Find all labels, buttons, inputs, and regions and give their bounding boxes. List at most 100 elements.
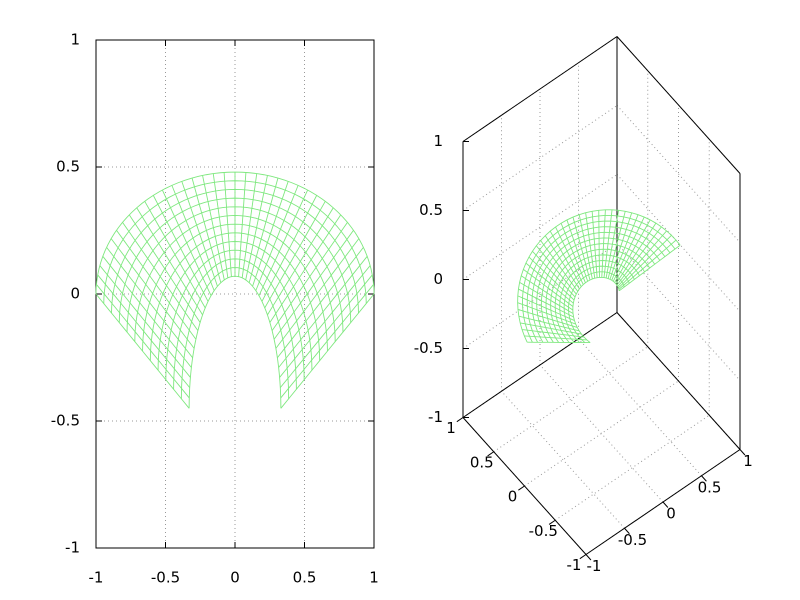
mesh-line bbox=[523, 269, 574, 307]
mesh-line bbox=[517, 295, 575, 321]
grid-line bbox=[616, 243, 741, 381]
mesh-line bbox=[591, 211, 598, 278]
mesh-line bbox=[96, 284, 190, 399]
y-tick-label: 1 bbox=[446, 419, 456, 437]
tick-mark bbox=[518, 485, 525, 491]
mesh-line bbox=[524, 335, 587, 341]
tick-mark bbox=[548, 519, 556, 525]
mesh-line bbox=[122, 222, 199, 331]
mesh-line bbox=[95, 293, 190, 409]
grid-line bbox=[501, 390, 625, 529]
mesh-line bbox=[161, 189, 212, 296]
mesh-line bbox=[572, 276, 620, 343]
mesh-line bbox=[618, 239, 677, 290]
mesh-line bbox=[238, 172, 247, 277]
mesh-line bbox=[144, 201, 206, 309]
mesh-line bbox=[560, 223, 586, 283]
mesh-line bbox=[97, 274, 191, 388]
mesh-line bbox=[269, 214, 342, 323]
mesh-line bbox=[241, 173, 258, 278]
mesh-line bbox=[517, 309, 578, 328]
mesh-line bbox=[267, 207, 334, 316]
x-tick-label: 1 bbox=[369, 569, 379, 587]
y-tick-label: -1 bbox=[567, 556, 582, 574]
grid-line bbox=[539, 364, 664, 503]
mesh-line bbox=[116, 230, 197, 340]
mesh-line bbox=[615, 222, 657, 285]
grid-line bbox=[462, 105, 618, 211]
x-tick-label: -0.5 bbox=[618, 531, 647, 549]
mesh-line bbox=[585, 212, 596, 279]
x-tick-label: -0.5 bbox=[151, 569, 180, 587]
y-tick-label: 0.5 bbox=[470, 453, 494, 471]
box-edge bbox=[616, 312, 741, 450]
mesh-line bbox=[223, 172, 232, 277]
mesh-line bbox=[519, 281, 574, 314]
mesh-line bbox=[525, 262, 574, 304]
y-tick-label: 0.5 bbox=[56, 158, 80, 176]
y-tick-label: 0 bbox=[70, 285, 80, 303]
mesh-line bbox=[191, 177, 222, 283]
mesh-line bbox=[171, 185, 215, 291]
tick-mark bbox=[701, 475, 707, 482]
x-tick-label: 0.5 bbox=[293, 569, 317, 587]
mesh-line bbox=[99, 265, 191, 378]
mesh-line bbox=[128, 214, 201, 323]
y-tick-label: 1 bbox=[70, 31, 80, 49]
mesh-line bbox=[110, 238, 195, 349]
grid-line bbox=[493, 346, 649, 453]
mesh-line bbox=[245, 175, 268, 280]
tick-mark bbox=[579, 554, 587, 560]
mesh-line bbox=[618, 244, 681, 292]
mesh-line bbox=[528, 256, 575, 301]
mesh-line bbox=[248, 177, 279, 283]
mesh-line bbox=[598, 210, 600, 278]
x-tick-label: -1 bbox=[89, 569, 104, 587]
y-tick-label: -0.5 bbox=[529, 522, 558, 540]
mesh-line bbox=[521, 329, 585, 338]
box-edge bbox=[462, 36, 618, 142]
mesh-line bbox=[264, 201, 326, 309]
box-edge bbox=[462, 417, 587, 555]
z-tick-label: -1 bbox=[428, 408, 443, 426]
mesh-line bbox=[212, 173, 229, 278]
y-tick-label: 0 bbox=[508, 488, 518, 506]
mesh-line bbox=[540, 240, 579, 292]
mesh-line bbox=[578, 214, 593, 280]
tick-mark bbox=[739, 449, 746, 456]
grid-line bbox=[616, 105, 741, 243]
mesh-line bbox=[252, 181, 289, 287]
mesh-line bbox=[612, 216, 645, 282]
mesh-line bbox=[280, 284, 374, 399]
mesh-line bbox=[518, 315, 580, 332]
mesh-line bbox=[277, 247, 364, 359]
mesh-line bbox=[279, 265, 371, 378]
x-tick-label: 0.5 bbox=[698, 478, 722, 496]
mesh-line bbox=[258, 189, 309, 296]
mesh-line bbox=[518, 288, 574, 318]
mesh-line bbox=[202, 175, 225, 280]
mesh-line bbox=[614, 219, 651, 283]
mesh-line bbox=[616, 226, 662, 286]
mesh-line bbox=[611, 214, 639, 281]
x-tick-label: 0 bbox=[666, 505, 676, 523]
mesh-line bbox=[102, 256, 192, 368]
tick-mark bbox=[585, 554, 592, 561]
mesh-line bbox=[273, 230, 354, 340]
mesh-line bbox=[617, 230, 667, 287]
mesh-line bbox=[279, 274, 373, 388]
mesh-line bbox=[549, 230, 582, 287]
grid-line bbox=[578, 338, 702, 477]
mesh-line bbox=[136, 207, 203, 316]
mesh-line bbox=[255, 185, 299, 291]
mesh-line bbox=[544, 235, 580, 290]
mesh-line bbox=[607, 211, 626, 279]
mesh-line bbox=[181, 181, 218, 287]
mesh-line bbox=[568, 271, 625, 343]
mesh-line bbox=[261, 195, 318, 302]
z-tick-label: -0.5 bbox=[414, 339, 443, 357]
box-edge bbox=[462, 312, 618, 418]
x-tick-label: -1 bbox=[587, 557, 602, 575]
mesh-line bbox=[603, 209, 613, 278]
mesh-line bbox=[106, 247, 193, 359]
